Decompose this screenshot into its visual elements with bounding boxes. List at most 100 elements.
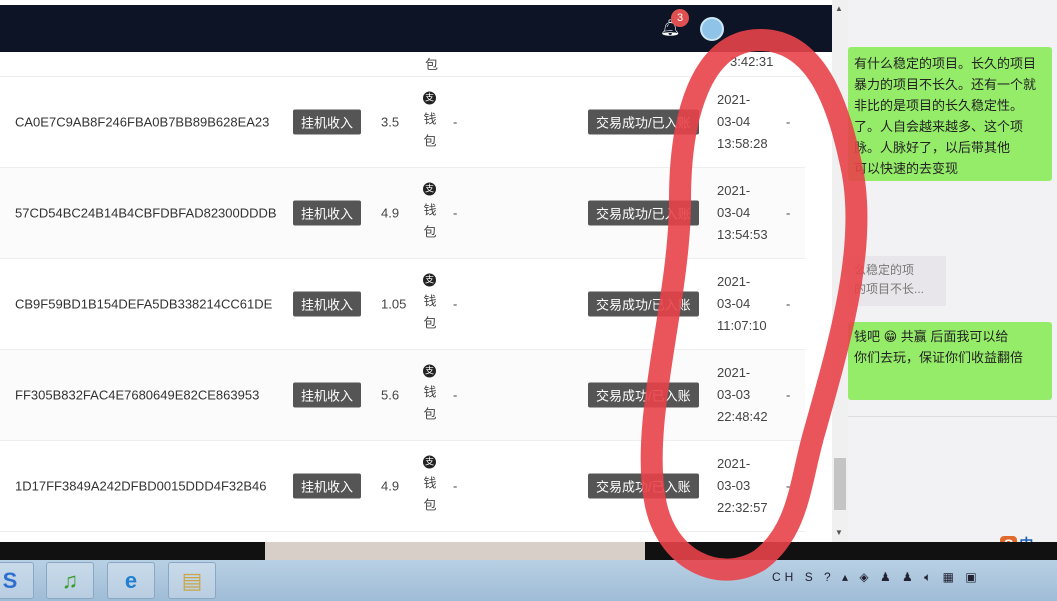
extra: -	[786, 478, 791, 494]
message-line: 暴力的项目不长久。还有一个就	[854, 77, 1037, 92]
remark: -	[453, 478, 458, 494]
status-badge: 交易成功/已入账	[588, 473, 699, 499]
message-line: 可以快速的去变现	[854, 161, 959, 176]
message-line: 了。人自会越来越多、这个项	[854, 119, 1024, 134]
language-indicator[interactable]: CH	[772, 570, 798, 584]
transaction-id: 57CD54BC24B14B4CBFDBFAD82300DDDB	[15, 205, 277, 221]
status-badge: 交易成功/已入账	[588, 200, 699, 226]
remark: -	[453, 205, 458, 221]
time-fragment: 3:42:31	[730, 54, 774, 69]
wallet-cell: 支钱包	[423, 91, 437, 153]
type-tag: 挂机收入	[293, 109, 362, 135]
type-tag: 挂机收入	[293, 473, 362, 499]
datetime: 2021- 03-04 13:54:53	[717, 180, 768, 246]
extra: -	[786, 114, 791, 130]
date-md: 03-04	[717, 205, 751, 220]
amount: 5.6	[381, 387, 400, 403]
scroll-up-icon[interactable]: ▲	[835, 4, 843, 13]
wallet-label: 包	[423, 406, 437, 422]
message-line: 你们去玩，保证你们收益翻倍	[854, 350, 1024, 365]
status-badge: 交易成功/已入账	[588, 109, 699, 135]
time: 13:54:53	[717, 227, 768, 242]
taskbar-music-icon[interactable]: ♫	[46, 562, 94, 599]
datetime: 2021- 03-04 13:58:28	[717, 89, 768, 155]
wallet-cell: 支钱包	[423, 455, 437, 517]
taskbar-browser-icon[interactable]: e	[107, 562, 155, 599]
date-year: 2021-	[717, 274, 751, 289]
system-tray: CH S ? ▴ ◈ ♟ ♟ 🔈︎ ▦ ▣	[772, 570, 981, 585]
remark: -	[453, 114, 458, 130]
transaction-window: 包 3:42:31 CA0E7C9AB8F246FBA0B7BB89B628EA…	[0, 0, 848, 542]
alipay-icon: 支	[423, 182, 436, 196]
status-badge: 交易成功/已入账	[588, 291, 699, 317]
message-line: 脉。人脉好了，以后带其他	[854, 140, 1011, 155]
amount: 1.05	[381, 296, 407, 312]
wallet-label: 包	[423, 315, 437, 331]
wallet-label: 包	[423, 497, 437, 513]
wallet-cell: 支钱包	[423, 273, 437, 335]
message-line: 非比的是项目的长久稳定性。	[854, 98, 1024, 113]
status-badge: 交易成功/已入账	[588, 382, 699, 408]
message-line: 的项目不长...	[854, 282, 925, 296]
wallet-label: 钱	[423, 293, 437, 309]
datetime: 2021- 03-03 22:32:57	[717, 453, 768, 519]
datetime: 2021- 03-03 22:48:42	[717, 362, 768, 428]
date-md: 03-03	[717, 387, 751, 402]
time: 22:48:42	[717, 409, 768, 424]
notification-badge: 3	[671, 9, 689, 27]
desktop-image	[265, 542, 645, 560]
transaction-id: CA0E7C9AB8F246FBA0B7BB89B628EA23	[15, 114, 270, 130]
type-tag: 挂机收入	[293, 200, 362, 226]
wallet-cell: 支钱包	[423, 364, 437, 426]
alipay-icon: 支	[423, 455, 436, 469]
time: 22:32:57	[717, 500, 768, 515]
date-md: 03-03	[717, 478, 751, 493]
avatar[interactable]	[700, 17, 724, 41]
remark: -	[453, 296, 458, 312]
quoted-message: 么稳定的项的项目不长...	[848, 256, 946, 306]
chat-bubble-sent: 钱吧 😁 共赢 后面我可以给 你们去玩，保证你们收益翻倍	[848, 322, 1052, 400]
date-year: 2021-	[717, 92, 751, 107]
amount: 3.5	[381, 114, 400, 130]
taskbar-folder-icon[interactable]: ▤	[168, 562, 216, 599]
tray-icons[interactable]: S ? ▴ ◈ ♟ ♟ 🔈︎ ▦ ▣	[804, 570, 981, 584]
table-row: 57CD54BC24B14B4CBFDBFAD82300DDDB 挂机收入 4.…	[0, 168, 805, 259]
time: 13:58:28	[717, 136, 768, 151]
scrollbar[interactable]: ▲ ▼	[832, 0, 848, 542]
date-year: 2021-	[717, 183, 751, 198]
alipay-icon: 支	[423, 91, 436, 105]
wallet-label: 钱	[423, 475, 437, 491]
alipay-icon: 支	[423, 364, 436, 378]
transaction-id: CB9F59BD1B154DEFA5DB338214CC61DE	[15, 296, 273, 312]
scrollbar-thumb[interactable]	[834, 458, 846, 510]
wallet-label: 包	[423, 133, 437, 149]
type-tag: 挂机收入	[293, 382, 362, 408]
message-line: 有什么稳定的项目。长久的项目	[854, 56, 1037, 71]
chat-bubble-sent: 有什么稳定的项目。长久的项目 暴力的项目不长久。还有一个就 非比的是项目的长久稳定性…	[848, 47, 1052, 181]
date-md: 03-04	[717, 114, 751, 129]
scroll-down-icon[interactable]: ▼	[835, 528, 843, 537]
amount: 4.9	[381, 478, 400, 494]
extra: -	[786, 205, 791, 221]
remark: -	[453, 387, 458, 403]
wallet-label: 钱	[423, 384, 437, 400]
wallet-label: 钱	[423, 202, 437, 218]
transaction-id: 1D17FF3849A242DFBD0015DDD4F32B46	[15, 478, 267, 494]
extra: -	[786, 387, 791, 403]
message-line: 钱吧 😁 共赢 后面我可以给	[854, 329, 1009, 344]
wallet-cell: 支钱包	[423, 182, 437, 244]
wallet-fragment: 包	[425, 57, 439, 72]
message-line: 么稳定的项	[854, 263, 915, 277]
time: 11:07:10	[717, 318, 767, 333]
date-year: 2021-	[717, 456, 751, 471]
divider	[848, 416, 1057, 417]
table-row: FF305B832FAC4E7680649E82CE863953 挂机收入 5.…	[0, 350, 805, 441]
taskbar-sogou-icon[interactable]: S	[0, 562, 34, 599]
alipay-icon: 支	[423, 273, 436, 287]
date-year: 2021-	[717, 365, 751, 380]
extra: -	[786, 296, 791, 312]
table-row: CB9F59BD1B154DEFA5DB338214CC61DE 挂机收入 1.…	[0, 259, 805, 350]
table-row: 1D17FF3849A242DFBD0015DDD4F32B46 挂机收入 4.…	[0, 441, 805, 532]
wallet-label: 包	[423, 224, 437, 240]
transaction-id: FF305B832FAC4E7680649E82CE863953	[15, 387, 260, 403]
